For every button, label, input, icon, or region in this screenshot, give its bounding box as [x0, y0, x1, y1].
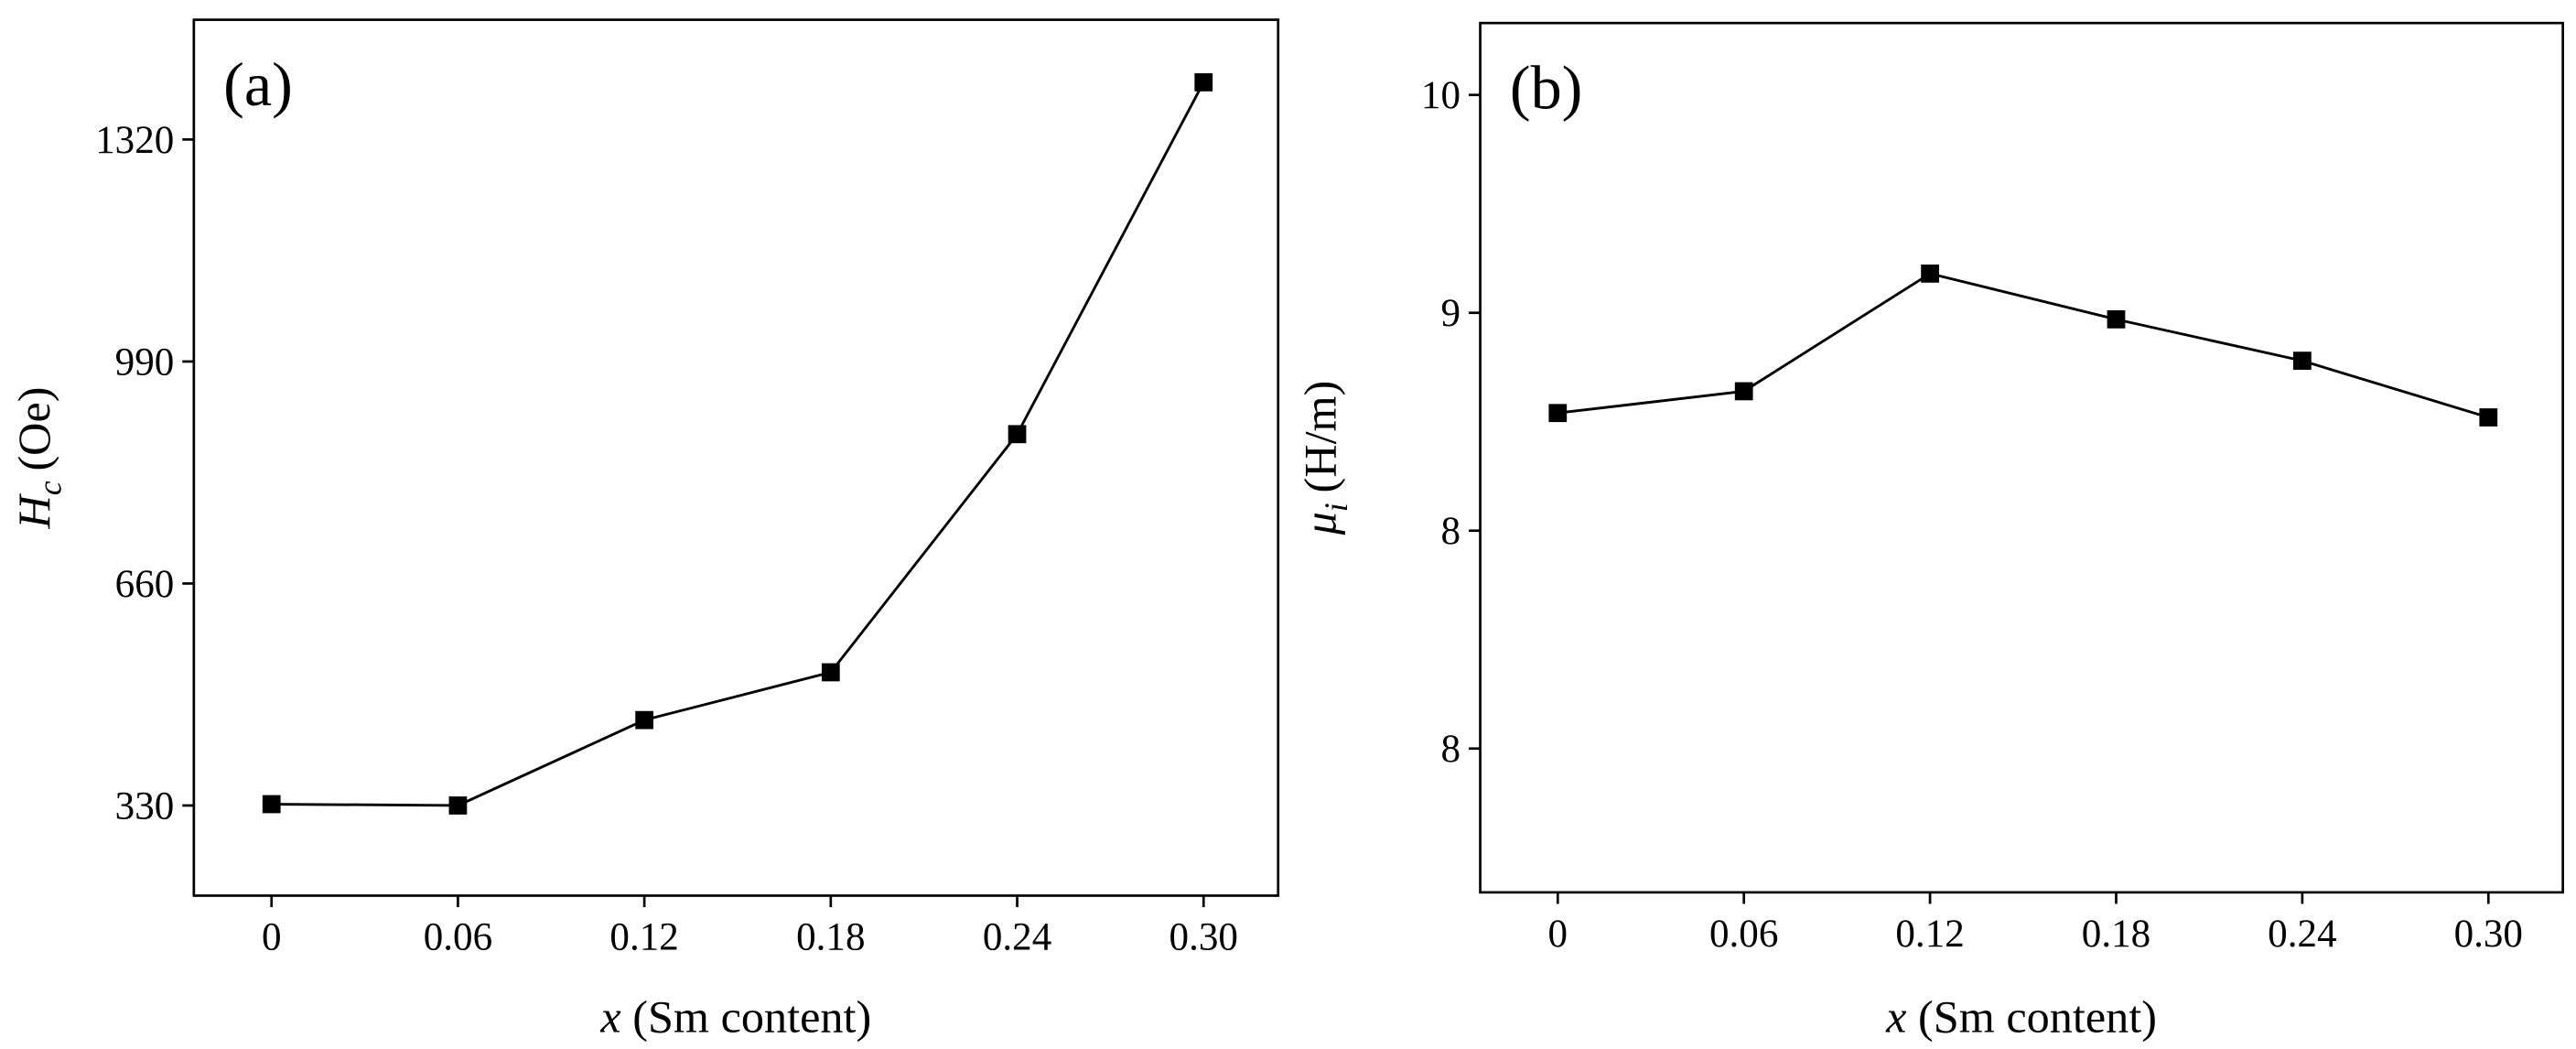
y-axis-symbol: H: [8, 493, 59, 530]
y-axis-subscript: c: [31, 481, 68, 495]
marker: [262, 795, 281, 814]
y-tick-label: 10: [1421, 74, 1460, 117]
x-axis-symbol: x: [599, 990, 620, 1042]
y-axis-label: μi (H/m): [1295, 381, 1355, 536]
x-tick-label: 0.12: [609, 916, 678, 959]
x-tick-label: 0.12: [1895, 913, 1964, 956]
marker: [635, 710, 654, 730]
plot-frame: [1479, 21, 2564, 894]
y-tick-label: 1320: [95, 119, 174, 162]
x-axis-label: x (Sm content): [599, 990, 871, 1042]
y-axis-unit: (Oe): [8, 386, 59, 470]
x-tick-label: 0.24: [983, 916, 1051, 959]
marker: [821, 663, 840, 682]
marker: [1734, 382, 1753, 401]
x-tick-label: 0.24: [2268, 913, 2336, 956]
marker: [2293, 351, 2312, 370]
data-line: [1557, 272, 2489, 419]
panel-label: (a): [223, 49, 293, 119]
y-tick-label: 990: [115, 341, 175, 384]
marker: [448, 796, 468, 815]
plot-frame: [192, 18, 1280, 897]
x-tick-label: 0.18: [2082, 913, 2150, 956]
y-tick-label: 330: [115, 784, 175, 827]
y-axis-label: Hc (Oe): [8, 386, 69, 529]
x-axis-label: x (Sm content): [1885, 990, 2157, 1042]
y-tick-label: 8: [1440, 728, 1460, 771]
y-tick-label: 8: [1440, 510, 1460, 553]
marker: [2107, 310, 2126, 329]
y-tick-label: 660: [115, 563, 175, 606]
marker: [1194, 73, 1213, 92]
y-tick-label: 9: [1440, 292, 1460, 335]
panel-label: (b): [1510, 53, 1583, 123]
marker: [2479, 408, 2498, 427]
x-tick-label: 0.18: [796, 916, 865, 959]
y-axis-subscript: i: [1318, 503, 1354, 512]
marker: [1548, 404, 1568, 423]
x-tick-label: 0: [1548, 913, 1568, 956]
x-tick-label: 0.06: [424, 916, 492, 959]
x-axis-text: (Sm content): [632, 990, 871, 1042]
x-tick-label: 0.30: [2454, 913, 2523, 956]
y-axis-symbol: μ: [1295, 512, 1346, 535]
marker: [1921, 265, 1939, 283]
x-axis-text: (Sm content): [1918, 990, 2157, 1042]
data-line: [271, 81, 1205, 807]
x-tick-label: 0.06: [1709, 913, 1778, 956]
marker: [1008, 425, 1027, 444]
x-tick-label: 0.30: [1169, 916, 1238, 959]
x-axis-symbol: x: [1885, 990, 1906, 1042]
y-axis-unit: (H/m): [1295, 381, 1346, 493]
x-tick-label: 0: [262, 916, 282, 959]
